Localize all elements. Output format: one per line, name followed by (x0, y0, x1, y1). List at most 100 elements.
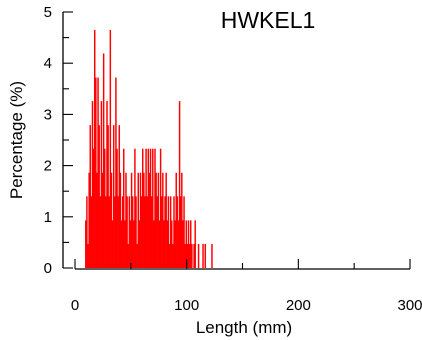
histogram-bar (197, 243, 200, 268)
histogram-bar (186, 243, 189, 268)
y-tick-label: 5 (44, 4, 52, 21)
histogram-bar (118, 125, 121, 268)
histogram-bar (105, 196, 107, 268)
histogram-bar (131, 196, 134, 268)
histogram-bar (97, 77, 99, 268)
histogram-bar (115, 77, 117, 268)
histogram-bar (136, 243, 138, 268)
y-tick-label: 2 (44, 158, 52, 175)
histogram-bar (106, 101, 108, 268)
histogram-bar (202, 243, 204, 268)
histogram-bar (145, 148, 147, 268)
histogram-bar (104, 148, 106, 268)
histogram-bar (98, 125, 100, 268)
histogram-bar (91, 101, 94, 268)
histogram-bar (117, 196, 119, 268)
histogram-bar (184, 243, 186, 268)
histogram-bar (204, 243, 206, 268)
histogram-bar (116, 148, 118, 268)
histogram-bar (135, 196, 137, 268)
x-tick-label: 300 (397, 297, 422, 314)
histogram-bar (190, 220, 192, 268)
histogram-bar (162, 172, 164, 268)
histogram-bar (109, 29, 112, 269)
histogram-bar (193, 243, 195, 268)
histogram-bar (143, 172, 145, 268)
histogram-bar (165, 172, 167, 268)
histogram-bar (157, 172, 160, 268)
histogram-bar (102, 53, 105, 268)
histogram-bar (175, 172, 177, 268)
histogram-bar (187, 220, 190, 268)
histogram-bar (112, 125, 115, 268)
histogram-bar (176, 196, 179, 268)
y-tick-label: 0 (44, 260, 52, 277)
histogram-bar (211, 243, 213, 268)
histogram-bar (134, 148, 136, 268)
histogram-bar (142, 148, 144, 268)
histogram-bar (188, 243, 191, 268)
y-axis-label: Percentage (%) (7, 81, 26, 199)
histogram-bar (169, 196, 172, 268)
histogram-bar (121, 196, 124, 268)
histogram-bar (90, 196, 93, 268)
histogram-bar (88, 172, 90, 268)
y-tick-label: 3 (44, 106, 52, 123)
histogram-bar (164, 196, 166, 268)
histogram-bar (120, 220, 123, 268)
histogram-bar (110, 172, 113, 268)
y-tick-label: 4 (44, 55, 52, 72)
chart-title: HWKEL1 (221, 7, 316, 33)
histogram-bar (99, 196, 102, 268)
histogram-bar (85, 220, 87, 268)
histogram-bar (125, 172, 127, 268)
histogram-bar (160, 196, 163, 268)
histogram-bar (158, 220, 161, 268)
histogram-bar (166, 220, 169, 268)
histogram-bar (87, 243, 89, 268)
histogram-bar (185, 220, 188, 268)
histogram-bar (174, 220, 176, 268)
histogram-bar (140, 196, 143, 268)
histogram-bar (178, 101, 181, 268)
histogram-bar (108, 196, 110, 268)
histogram-bar (183, 196, 185, 268)
histogram-bar (144, 196, 146, 268)
histogram-bar (159, 148, 162, 268)
histogram-bar (96, 172, 98, 268)
x-axis-label: Length (mm) (196, 318, 292, 337)
histogram-bar (156, 196, 158, 268)
histogram-bar (153, 220, 155, 268)
histogram-bar (171, 220, 173, 268)
histogram-bar (127, 243, 129, 268)
x-tick-label: 200 (286, 297, 311, 314)
histogram-bar (124, 220, 126, 268)
histogram-bar (111, 220, 114, 268)
histogram-bar (152, 148, 154, 268)
histogram-bar (101, 172, 104, 268)
x-tick-label: 0 (71, 297, 79, 314)
histogram-bar (148, 172, 151, 268)
histogram-bar (100, 101, 103, 268)
histogram-bar (177, 220, 180, 268)
histogram-bar (139, 172, 142, 268)
histogram-bar (89, 125, 91, 268)
histogram-bar (95, 77, 97, 268)
histogram-bar (154, 148, 156, 268)
histogram-bar (130, 172, 133, 268)
x-tick-label: 100 (174, 297, 199, 314)
histogram-bars (85, 29, 213, 269)
histogram-bar (133, 220, 135, 268)
axis-ticks: 0 1 2 3 4 5 0 100 200 300 (44, 4, 422, 314)
histogram-bar (126, 196, 128, 268)
histogram-bar (123, 148, 125, 268)
histogram-bar (191, 243, 193, 268)
histogram-bar (172, 243, 174, 268)
histogram-bar (181, 172, 183, 268)
histogram-bar (86, 196, 88, 268)
histogram-bar (114, 196, 116, 268)
histogram-bar (194, 220, 196, 268)
histogram-bar (173, 196, 175, 268)
histogram-bar (150, 196, 153, 268)
